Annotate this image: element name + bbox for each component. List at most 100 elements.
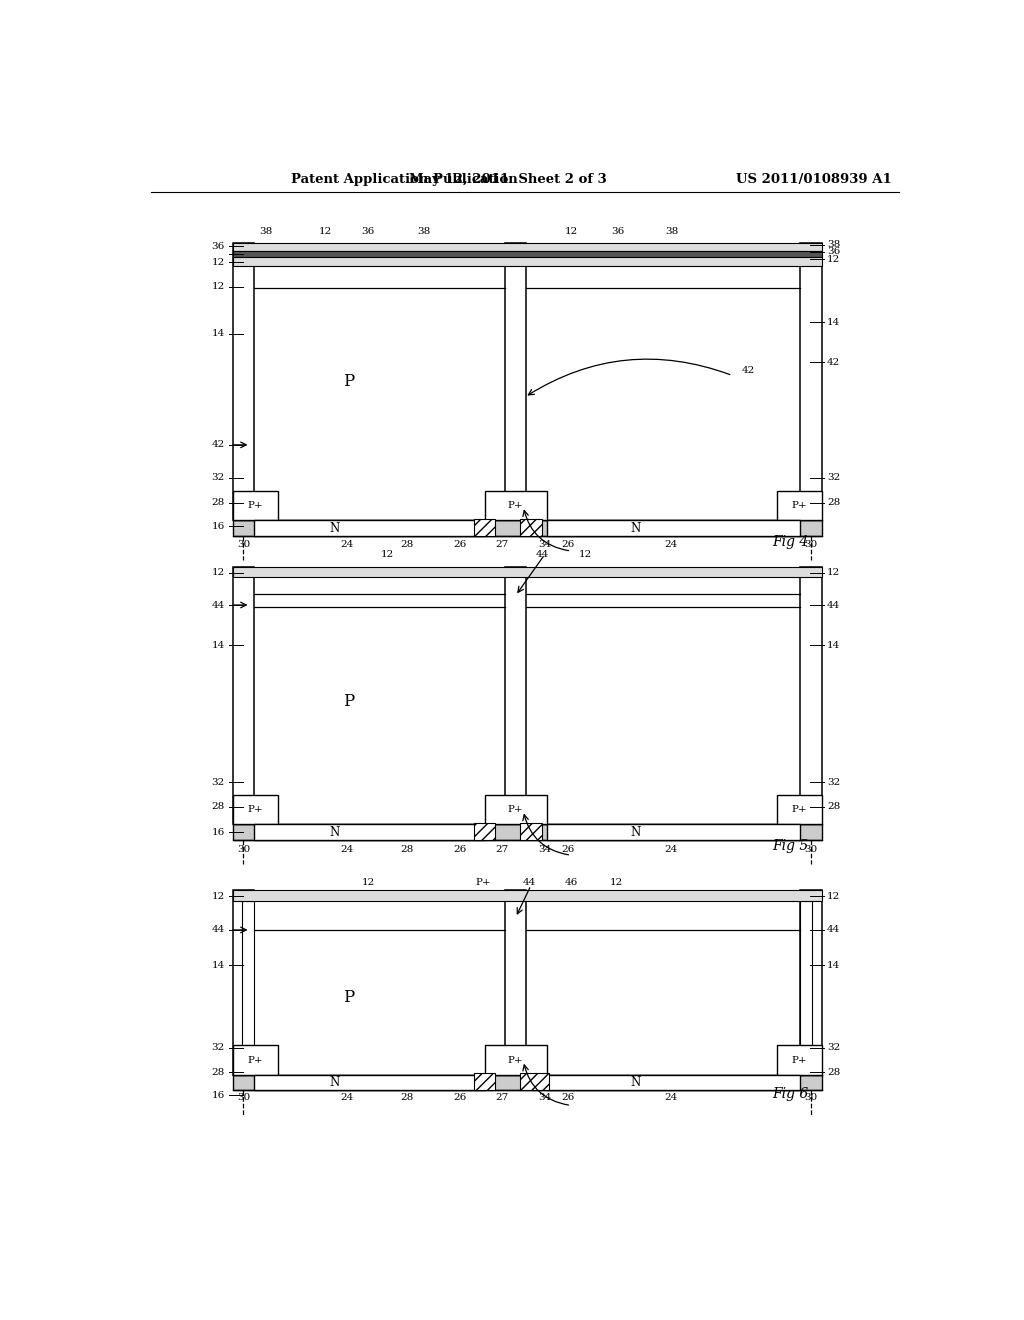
Bar — [776, 1045, 821, 1074]
Text: 32: 32 — [212, 474, 225, 482]
Bar — [776, 491, 821, 520]
Text: 24: 24 — [664, 540, 677, 549]
Text: 14: 14 — [212, 330, 225, 338]
Text: P+: P+ — [792, 1056, 807, 1064]
Text: 26: 26 — [561, 540, 574, 549]
Text: 28: 28 — [827, 498, 841, 507]
Text: 38: 38 — [666, 227, 679, 236]
Text: 16: 16 — [212, 521, 225, 531]
Text: Patent Application Publication: Patent Application Publication — [291, 173, 517, 186]
Text: 32: 32 — [827, 777, 841, 787]
Text: P+: P+ — [475, 878, 490, 887]
Bar — [484, 491, 547, 520]
Text: 28: 28 — [400, 540, 414, 549]
Text: 42: 42 — [741, 366, 755, 375]
Text: 12: 12 — [212, 257, 225, 267]
Bar — [547, 825, 800, 840]
Text: 26: 26 — [561, 845, 574, 854]
Bar — [474, 1073, 496, 1090]
Bar — [505, 566, 526, 825]
Text: 12: 12 — [827, 568, 841, 577]
Bar — [800, 566, 821, 825]
Bar — [232, 890, 821, 900]
Bar — [254, 520, 484, 536]
Bar — [776, 795, 821, 825]
Bar — [232, 520, 821, 536]
Text: 34: 34 — [539, 1093, 552, 1102]
Text: N: N — [330, 1076, 340, 1089]
Text: 38: 38 — [827, 240, 841, 249]
Text: 38: 38 — [259, 227, 272, 236]
Bar — [505, 890, 526, 1074]
Text: 44: 44 — [827, 601, 841, 610]
Text: 12: 12 — [381, 550, 394, 560]
Text: 32: 32 — [827, 1043, 841, 1052]
Text: 12: 12 — [361, 878, 375, 887]
Text: 24: 24 — [340, 540, 353, 549]
Text: P+: P+ — [508, 1056, 523, 1064]
Text: 27: 27 — [495, 845, 508, 854]
Bar — [232, 1074, 821, 1090]
Bar — [547, 520, 800, 536]
Text: 14: 14 — [212, 640, 225, 649]
Bar — [800, 890, 821, 1074]
Text: 30: 30 — [804, 540, 817, 549]
Text: 14: 14 — [827, 318, 841, 327]
Text: 44: 44 — [536, 550, 549, 560]
Text: 26: 26 — [561, 1093, 574, 1102]
Bar — [232, 491, 278, 520]
Text: P: P — [343, 374, 354, 391]
Text: 26: 26 — [453, 1093, 466, 1102]
Text: 24: 24 — [664, 845, 677, 854]
Bar — [474, 822, 496, 840]
Text: 28: 28 — [212, 1068, 225, 1077]
Text: 12: 12 — [827, 891, 841, 900]
Text: 14: 14 — [827, 961, 841, 970]
Text: 24: 24 — [340, 845, 353, 854]
Bar — [800, 243, 821, 520]
Text: 34: 34 — [539, 540, 552, 549]
Text: P+: P+ — [247, 1056, 263, 1064]
Bar — [520, 519, 542, 536]
Text: 14: 14 — [212, 961, 225, 970]
Text: 34: 34 — [539, 845, 552, 854]
Text: P: P — [343, 693, 354, 710]
Text: 44: 44 — [212, 601, 225, 610]
Text: P+: P+ — [247, 502, 263, 510]
Text: N: N — [630, 521, 640, 535]
Text: P+: P+ — [247, 805, 263, 814]
Text: 30: 30 — [237, 540, 250, 549]
Text: 30: 30 — [804, 845, 817, 854]
Text: 28: 28 — [827, 1068, 841, 1077]
Text: 12: 12 — [564, 227, 578, 236]
Text: 26: 26 — [453, 845, 466, 854]
Text: 24: 24 — [664, 1093, 677, 1102]
Text: 30: 30 — [237, 845, 250, 854]
Text: 30: 30 — [804, 1093, 817, 1102]
Text: 12: 12 — [579, 550, 592, 560]
Text: 32: 32 — [212, 777, 225, 787]
Bar — [232, 566, 254, 825]
Text: 44: 44 — [212, 925, 225, 935]
Bar — [474, 519, 496, 536]
Bar — [800, 902, 812, 1071]
Text: 36: 36 — [361, 227, 375, 236]
Text: 12: 12 — [319, 227, 332, 236]
Text: Fig 4: Fig 4 — [772, 535, 809, 549]
Text: 42: 42 — [827, 358, 841, 367]
Text: 36: 36 — [212, 242, 225, 251]
Text: 16: 16 — [212, 828, 225, 837]
Text: 12: 12 — [609, 878, 623, 887]
Text: 24: 24 — [340, 1093, 353, 1102]
Bar — [254, 825, 484, 840]
Text: 30: 30 — [237, 1093, 250, 1102]
Text: P: P — [343, 989, 354, 1006]
Text: 32: 32 — [827, 474, 841, 482]
Text: 46: 46 — [564, 878, 578, 887]
Bar — [232, 890, 254, 1074]
Bar — [520, 1073, 550, 1090]
Bar — [520, 822, 542, 840]
Text: 12: 12 — [827, 255, 841, 264]
Text: 28: 28 — [827, 803, 841, 812]
Text: P+: P+ — [792, 805, 807, 814]
